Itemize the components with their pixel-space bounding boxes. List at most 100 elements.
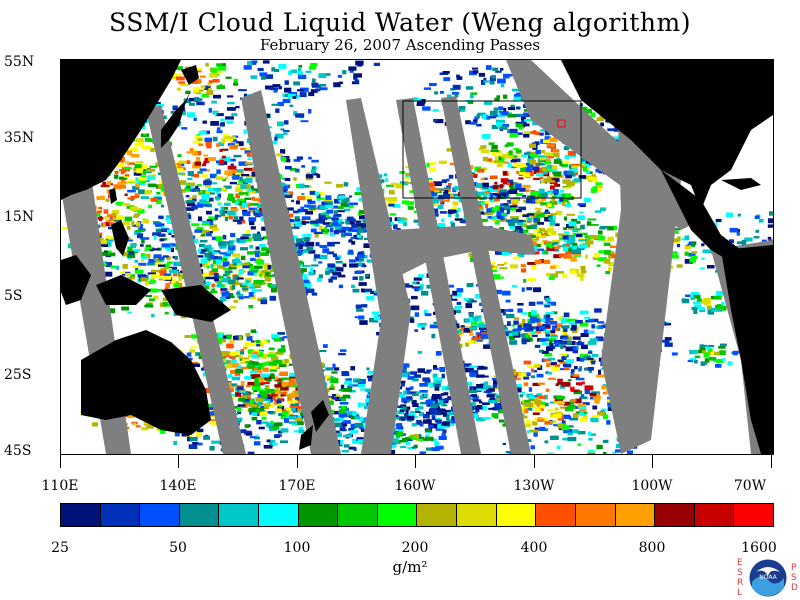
cloud-pixel — [398, 218, 407, 224]
cloud-pixel — [322, 344, 328, 348]
cloud-pixel — [239, 357, 244, 361]
cloud-pixel — [359, 426, 364, 430]
cloud-pixel — [245, 237, 252, 242]
cloud-pixel — [359, 388, 368, 391]
cloud-pixel — [347, 378, 352, 382]
cloud-pixel — [497, 263, 505, 266]
cloud-pixel — [202, 229, 210, 234]
cloud-pixel — [577, 215, 585, 221]
cloud-pixel — [550, 213, 557, 216]
cloud-pixel — [187, 214, 192, 220]
cloud-pixel — [322, 222, 330, 225]
cloud-pixel — [288, 93, 296, 99]
cloud-pixel — [485, 200, 490, 206]
cloud-pixel — [499, 184, 503, 189]
cloud-pixel — [265, 74, 273, 79]
cloud-pixel — [209, 254, 215, 259]
cloud-pixel — [222, 187, 228, 192]
cloud-pixel — [101, 260, 108, 265]
cloud-pixel — [352, 439, 360, 444]
cloud-pixel — [275, 108, 280, 113]
cloud-pixel — [325, 225, 332, 228]
cloud-pixel — [516, 229, 520, 235]
cloud-pixel — [550, 265, 556, 269]
cloud-pixel — [591, 417, 599, 423]
cloud-pixel — [130, 153, 140, 158]
cloud-pixel — [527, 365, 537, 368]
cloud-pixel — [557, 328, 561, 331]
cloud-pixel — [348, 428, 355, 431]
cloud-pixel — [552, 264, 559, 268]
cloud-pixel — [284, 358, 289, 364]
cloud-pixel — [270, 284, 276, 287]
cloud-pixel — [216, 143, 220, 147]
cloud-pixel — [570, 371, 574, 374]
cloud-pixel — [226, 158, 236, 162]
cloud-pixel — [203, 272, 211, 277]
cloud-pixel — [215, 236, 223, 242]
cloud-pixel — [492, 185, 499, 190]
cloud-pixel — [297, 71, 303, 75]
cloud-pixel — [564, 318, 571, 323]
cloud-pixel — [590, 223, 599, 226]
cloud-pixel — [470, 394, 477, 398]
cloud-pixel — [590, 433, 597, 436]
cloud-pixel — [138, 189, 145, 195]
cloud-pixel — [265, 385, 270, 390]
cloud-pixel — [497, 78, 506, 84]
cloud-pixel — [121, 203, 131, 206]
cloud-pixel — [554, 178, 560, 182]
cloud-pixel — [170, 247, 174, 253]
cloud-pixel — [186, 182, 196, 186]
cloud-pixel — [441, 433, 446, 438]
cloud-pixel — [419, 285, 424, 291]
cloud-pixel — [721, 358, 726, 361]
cloud-pixel — [363, 405, 369, 409]
cloud-pixel — [258, 363, 266, 367]
cloud-pixel — [580, 277, 584, 281]
cloud-pixel — [252, 234, 262, 239]
cloud-pixel — [396, 228, 401, 231]
cloud-pixel — [575, 234, 583, 238]
cloud-pixel — [169, 242, 174, 247]
cloud-pixel — [239, 282, 244, 285]
cloud-pixel — [541, 197, 547, 202]
cloud-pixel — [607, 128, 615, 132]
cloud-pixel — [316, 197, 325, 200]
cloud-pixel — [479, 197, 485, 201]
cloud-pixel — [418, 437, 424, 442]
cloud-pixel — [360, 428, 365, 432]
cloud-pixel — [402, 438, 409, 443]
cloud-pixel — [131, 221, 135, 226]
cloud-pixel — [572, 413, 579, 418]
cloud-pixel — [395, 417, 402, 420]
cloud-pixel — [245, 202, 251, 208]
cloud-pixel — [417, 406, 424, 410]
cloud-pixel — [145, 253, 151, 259]
cloud-pixel — [492, 193, 498, 196]
cloud-pixel — [117, 203, 122, 206]
cloud-pixel — [98, 242, 104, 247]
cloud-pixel — [152, 248, 161, 251]
cloud-pixel — [716, 290, 724, 296]
cloud-pixel — [328, 221, 333, 225]
cloud-pixel — [533, 246, 538, 252]
cloud-pixel — [403, 390, 407, 394]
cloud-pixel — [285, 415, 290, 420]
cloud-pixel — [476, 405, 483, 410]
cloud-pixel — [350, 429, 358, 434]
cloud-pixel — [552, 420, 557, 423]
cloud-pixel — [462, 363, 472, 367]
cloud-pixel — [403, 363, 410, 368]
cloud-pixel — [207, 248, 212, 253]
cloud-pixel — [229, 242, 234, 246]
cloud-pixel — [732, 353, 738, 356]
cloud-pixel — [216, 169, 221, 175]
cloud-pixel — [212, 136, 218, 142]
cloud-pixel — [172, 278, 176, 284]
cloud-pixel — [598, 369, 602, 375]
cloud-pixel — [247, 361, 255, 365]
cloud-pixel — [230, 232, 236, 238]
cloud-pixel — [242, 233, 251, 237]
cloud-pixel — [300, 240, 304, 244]
